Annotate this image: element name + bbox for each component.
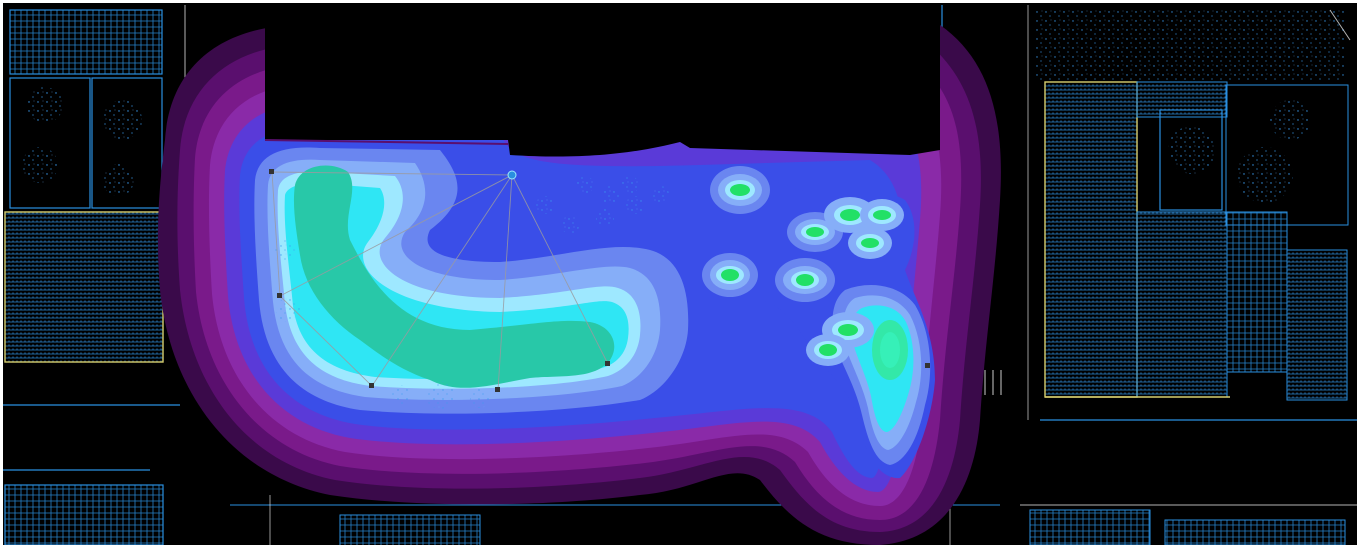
site-plan-linework (0, 5, 1360, 548)
contour-core-left (293, 165, 615, 388)
plaza-planting (273, 176, 669, 409)
central-fixture (507, 170, 517, 180)
fixture-markers (269, 169, 930, 392)
main-building-footprint (265, 5, 940, 157)
tree-symbols-right (1168, 100, 1310, 203)
tree-symbols-left (22, 87, 142, 196)
fixture-hotspots (702, 166, 904, 366)
sightlines (271, 171, 609, 391)
